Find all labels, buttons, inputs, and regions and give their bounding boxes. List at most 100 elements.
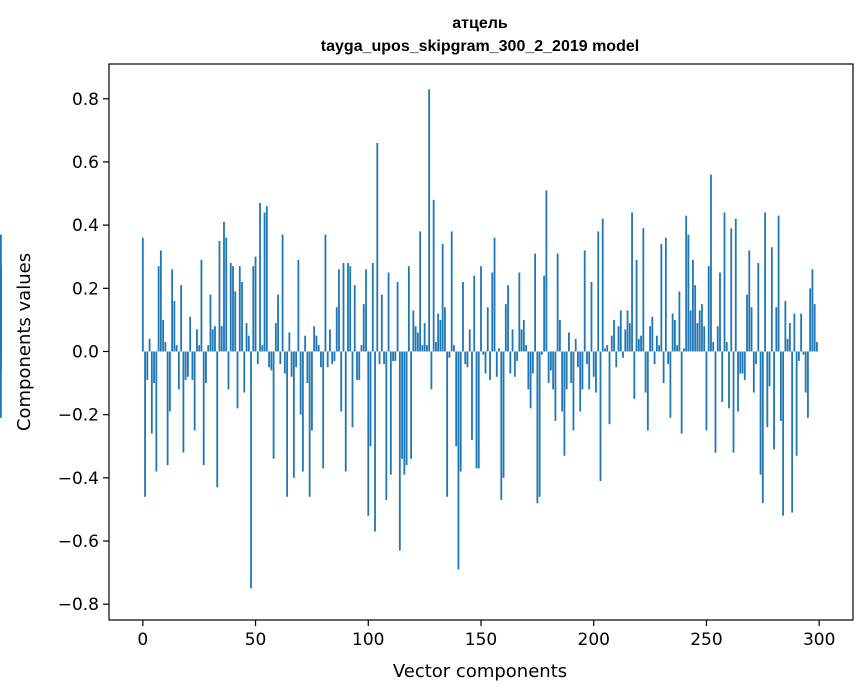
- bar: [401, 351, 403, 459]
- bar: [279, 351, 282, 365]
- y-tick-label: −0.8: [58, 595, 99, 615]
- bar: [306, 351, 309, 384]
- bar: [631, 212, 633, 352]
- bar: [809, 288, 812, 352]
- bar: [766, 351, 769, 428]
- bar: [477, 351, 480, 469]
- bars-group: [0, 89, 818, 589]
- bar: [265, 206, 268, 352]
- bar: [583, 250, 586, 352]
- bar: [466, 351, 469, 368]
- bar: [281, 234, 284, 352]
- bar: [175, 345, 178, 352]
- bar: [259, 203, 261, 352]
- bar: [534, 253, 537, 352]
- bar: [694, 285, 697, 352]
- bar: [559, 319, 561, 352]
- bar: [543, 275, 546, 352]
- chart-subtitle: tayga_upos_skipgram_300_2_2019 model: [321, 38, 639, 55]
- bar: [200, 259, 203, 352]
- bar: [615, 351, 618, 368]
- bar: [743, 351, 746, 380]
- bar: [750, 307, 753, 352]
- bar: [556, 253, 559, 352]
- bar: [549, 351, 552, 371]
- bar: [683, 348, 685, 352]
- bar: [360, 345, 363, 352]
- bar: [342, 263, 345, 352]
- bar: [234, 291, 237, 352]
- bar: [245, 323, 248, 352]
- bar: [414, 326, 417, 352]
- bar: [374, 351, 376, 532]
- bar: [254, 256, 257, 352]
- bar: [649, 326, 651, 352]
- bar: [268, 351, 270, 368]
- bar: [333, 351, 336, 361]
- bar: [610, 335, 613, 352]
- bar: [793, 313, 796, 352]
- bar: [351, 351, 354, 428]
- bar: [734, 218, 737, 352]
- bar: [626, 310, 629, 352]
- bar: [446, 351, 449, 497]
- bar: [633, 351, 636, 399]
- bar: [428, 89, 431, 352]
- bar: [189, 316, 192, 352]
- bar: [283, 351, 286, 374]
- bar: [459, 351, 462, 472]
- bar: [211, 329, 214, 352]
- bar: [642, 228, 645, 352]
- bar: [369, 351, 372, 447]
- bar: [635, 259, 638, 352]
- bar: [779, 351, 782, 421]
- bar: [299, 351, 302, 415]
- bar: [680, 351, 683, 434]
- bar: [398, 351, 401, 551]
- bar: [761, 351, 764, 504]
- bar: [347, 263, 349, 352]
- bar: [752, 351, 755, 393]
- bar: [0, 351, 2, 418]
- bar: [489, 351, 491, 380]
- bar: [353, 285, 356, 352]
- bar: [410, 351, 413, 459]
- bar: [597, 231, 600, 352]
- bar: [579, 351, 582, 412]
- bar: [146, 351, 149, 380]
- bar: [570, 351, 573, 384]
- bar: [540, 351, 543, 355]
- bar: [430, 351, 433, 390]
- bar: [216, 351, 219, 488]
- x-tick-label: 50: [245, 630, 267, 650]
- bar: [536, 351, 539, 504]
- bar: [601, 218, 604, 352]
- bar: [191, 351, 194, 380]
- bar: [577, 351, 579, 368]
- bar: [622, 351, 624, 358]
- bar: [202, 351, 205, 466]
- bar: [331, 351, 334, 365]
- bar: [807, 351, 809, 418]
- bar: [797, 351, 800, 361]
- bar: [673, 319, 676, 352]
- bar: [604, 348, 606, 352]
- bar: [317, 345, 320, 352]
- bar: [141, 237, 144, 352]
- bar: [448, 351, 451, 358]
- bar: [563, 351, 566, 456]
- y-axis-ticks: −0.8 −0.6 −0.4 −0.2 0.0 0.2 0.4 0.6 0.8: [58, 90, 109, 615]
- bar: [507, 285, 509, 352]
- bar: [784, 300, 787, 352]
- bar: [502, 351, 505, 478]
- bar: [270, 351, 273, 371]
- bar: [703, 326, 706, 352]
- bar: [450, 231, 453, 352]
- bar: [482, 351, 485, 355]
- bar: [816, 342, 818, 352]
- bar: [326, 351, 329, 368]
- bar: [554, 351, 557, 421]
- bar: [473, 275, 476, 352]
- bar: [247, 335, 250, 352]
- bar: [396, 281, 399, 352]
